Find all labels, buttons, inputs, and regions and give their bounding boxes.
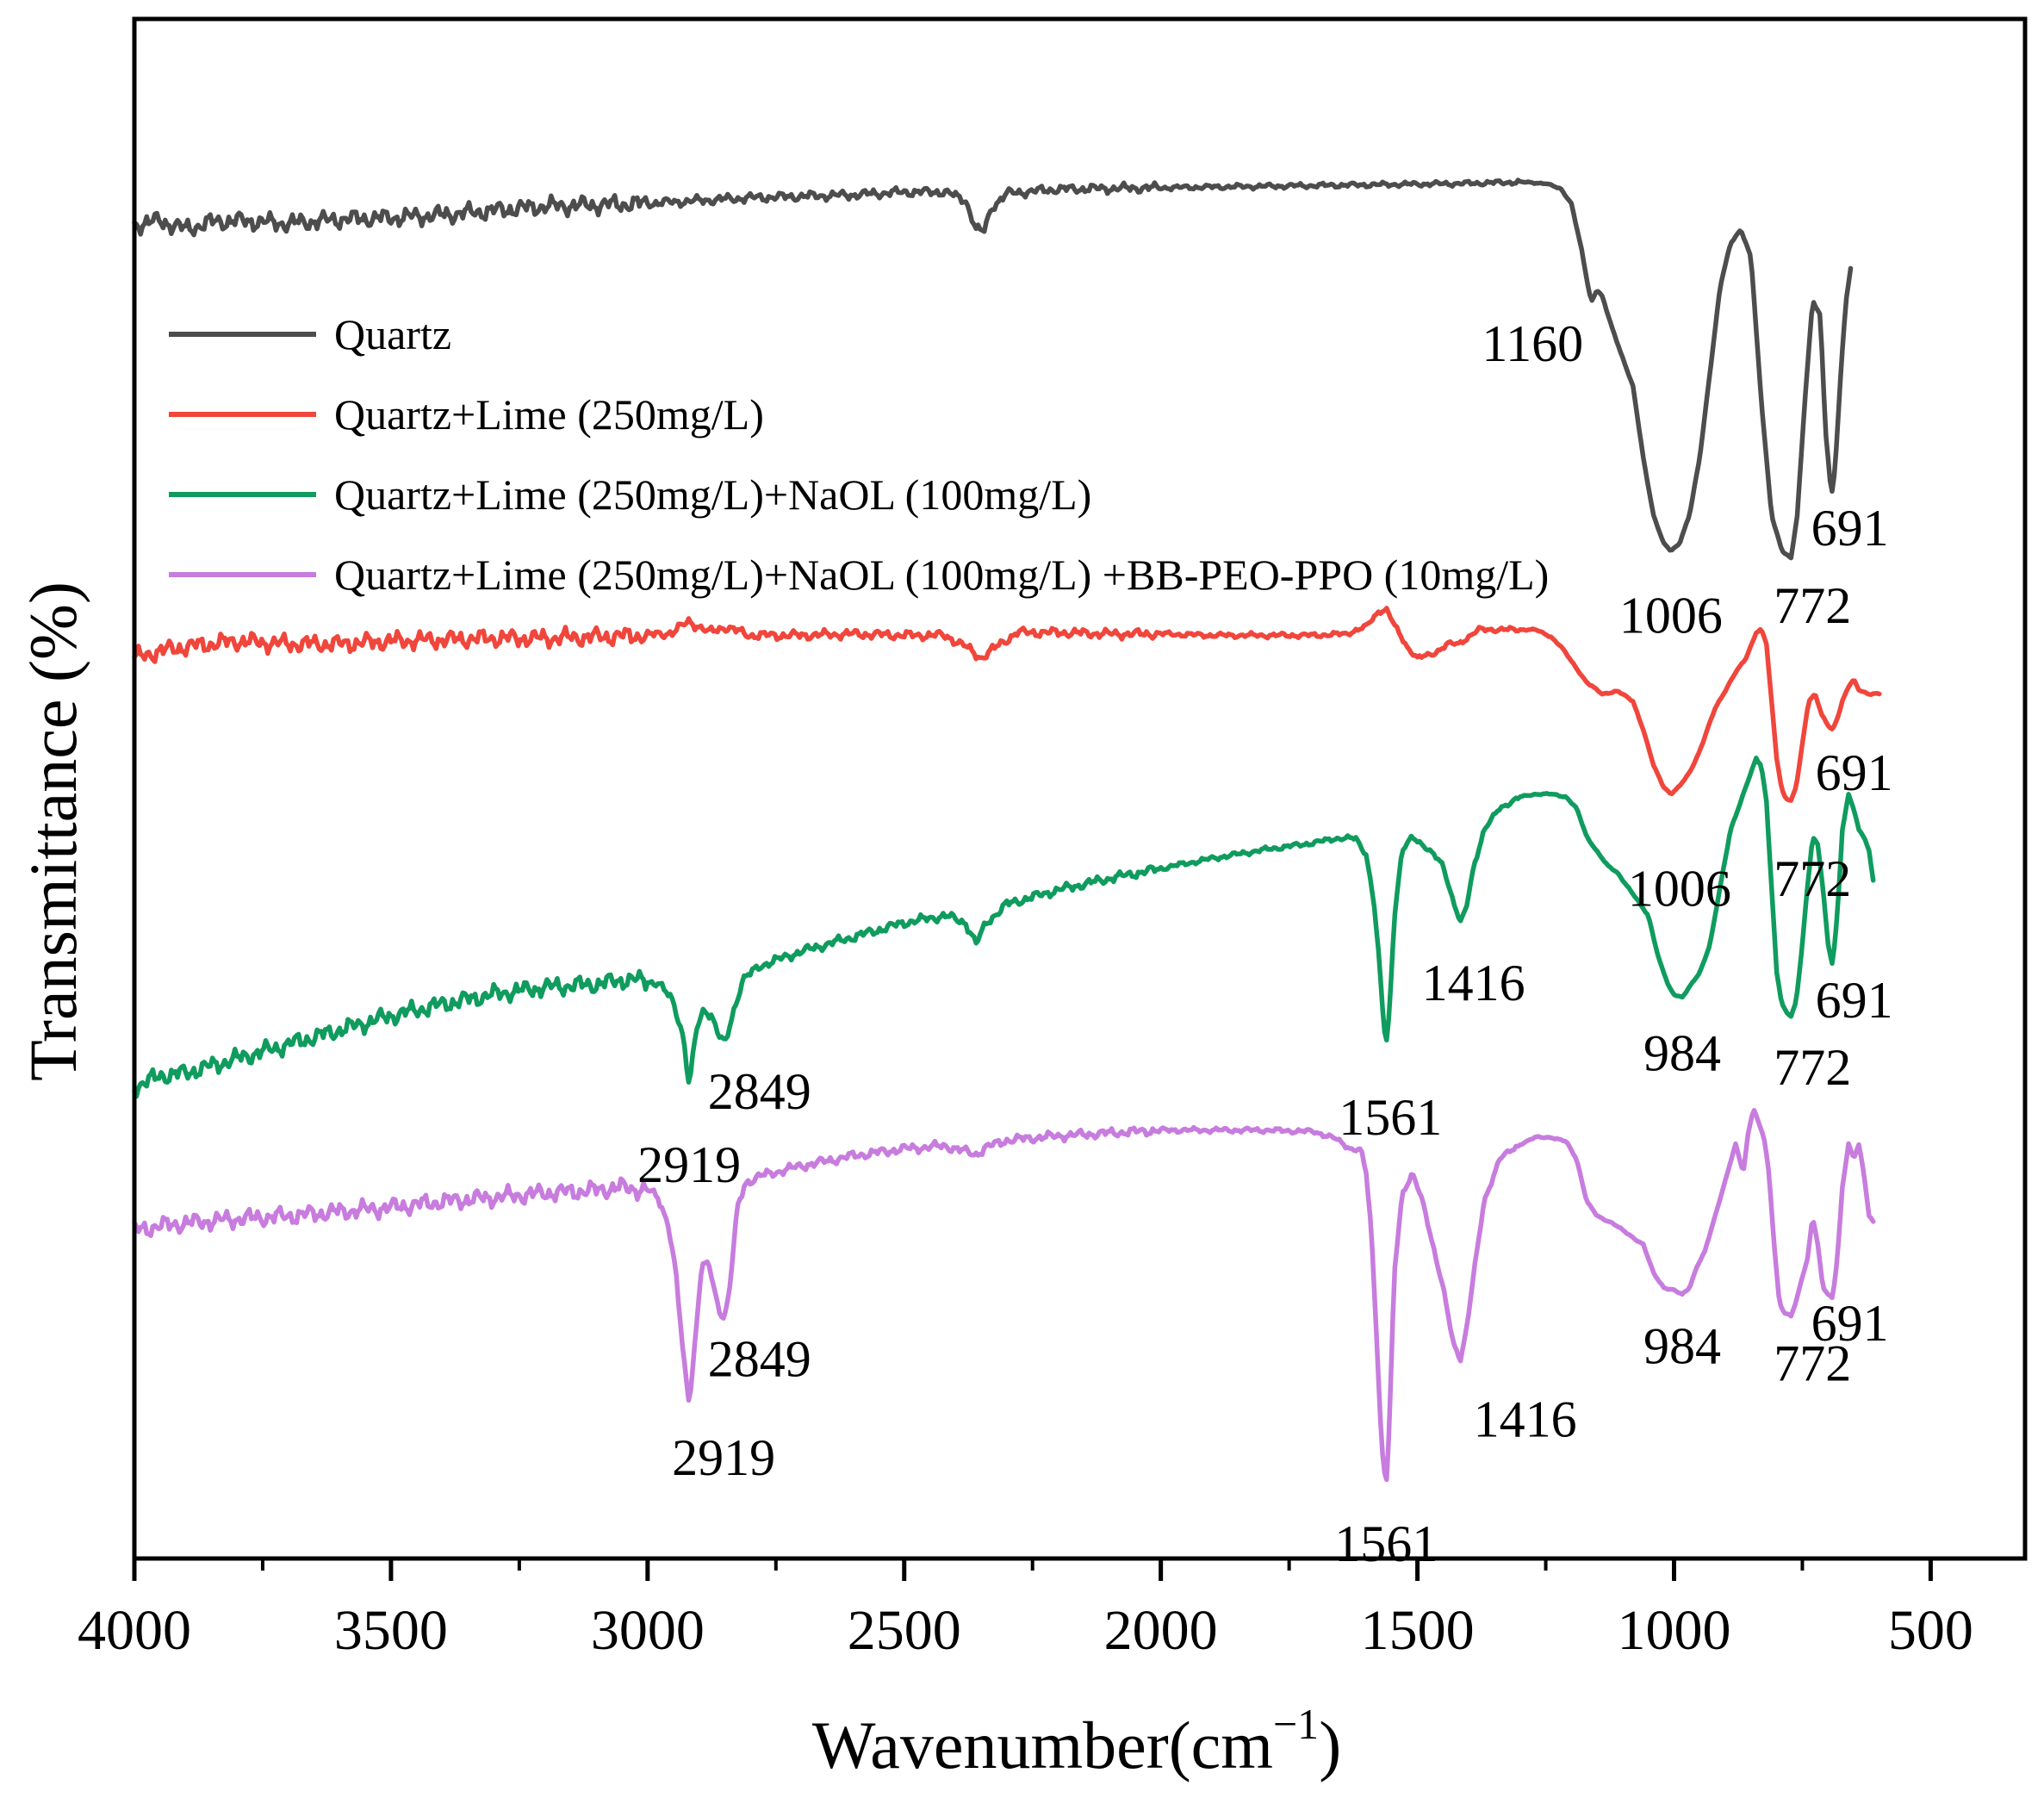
peak-label-1561-s3: 1561 <box>1339 1089 1442 1146</box>
series-line-quartz <box>132 177 1854 561</box>
x-axis-title-superscript: −1 <box>1273 1700 1319 1748</box>
axes <box>132 16 2028 1561</box>
legend: Quartz Quartz+Lime (250mg/L) Quartz+Lime (… <box>169 310 1549 599</box>
legend-label-quartz-lime-250mg-l: Quartz+Lime (250mg/L) <box>334 390 764 439</box>
peak-label-772-s1: 772 <box>1774 577 1851 634</box>
x-tick-label-2500: 2500 <box>848 1599 961 1662</box>
legend-label-quartz-lime-250mg-l-naol-100mg-l-bb-peo-ppo-10mg-l: Quartz+Lime (250mg/L)+NaOL (100mg/L) +BB… <box>334 551 1549 599</box>
x-axis-title-main: Wavenumber(cm <box>812 1708 1273 1782</box>
peak-label-691-s2: 691 <box>1816 744 1893 801</box>
peak-label-984-s4: 984 <box>1643 1318 1721 1375</box>
peak-label-772-s4: 772 <box>1774 1335 1851 1392</box>
series-layer <box>132 177 1882 1483</box>
peak-label-1160-s1: 1160 <box>1482 315 1583 372</box>
peak-label-1561-s4: 1561 <box>1334 1515 1438 1572</box>
peak-label-1006-s2: 1006 <box>1628 861 1731 918</box>
peak-label-691-s4: 691 <box>1811 1295 1889 1352</box>
x-tick-label-3500: 3500 <box>334 1599 448 1662</box>
x-tick-label-4000: 4000 <box>78 1599 191 1662</box>
y-axis-title: Transmittance (%) <box>16 582 90 1081</box>
peak-label-772-s3: 772 <box>1774 1039 1851 1096</box>
peak-label-772-s2: 772 <box>1774 850 1851 907</box>
peak-label-2919-s4: 2919 <box>672 1429 775 1486</box>
legend-label-quartz: Quartz <box>334 310 451 358</box>
peak-label-2849-s3: 2849 <box>708 1063 811 1120</box>
x-tick-label-1500: 1500 <box>1361 1599 1475 1662</box>
x-tick-label-2000: 2000 <box>1104 1599 1218 1662</box>
x-axis-title-close: ) <box>1319 1708 1341 1782</box>
peak-label-1416-s3: 1416 <box>1422 955 1525 1011</box>
x-ticks: 4000 3500 3000 2500 2000 1500 1000 500 <box>78 1558 1973 1662</box>
peak-label-984-s3: 984 <box>1643 1024 1721 1081</box>
plot-frame <box>132 16 2028 1561</box>
peak-label-2919-s3: 2919 <box>637 1136 741 1193</box>
peak-label-1416-s4: 1416 <box>1474 1390 1577 1447</box>
peak-label-691-s3: 691 <box>1816 972 1893 1029</box>
legend-label-quartz-lime-250mg-l-naol-100mg-l: Quartz+Lime (250mg/L)+NaOL (100mg/L) <box>334 470 1091 519</box>
series-line-quartz-lime-250mg-l-naol-100mg-l <box>132 756 1876 1099</box>
peak-label-2849-s4: 2849 <box>708 1331 811 1388</box>
series-line-quartz-lime-250mg-l <box>132 606 1882 803</box>
x-tick-label-1000: 1000 <box>1618 1599 1731 1662</box>
series-line-quartz-lime-250mg-l-naol-100mg-l-bb-peo-ppo-10mg-l <box>132 1108 1876 1483</box>
peak-label-1006-s1: 1006 <box>1619 588 1723 644</box>
peak-label-691-s1: 691 <box>1811 500 1889 557</box>
x-tick-label-3000: 3000 <box>591 1599 705 1662</box>
x-tick-label-500: 500 <box>1888 1599 1973 1662</box>
x-axis-title: Wavenumber(cm−1) <box>812 1700 1341 1782</box>
